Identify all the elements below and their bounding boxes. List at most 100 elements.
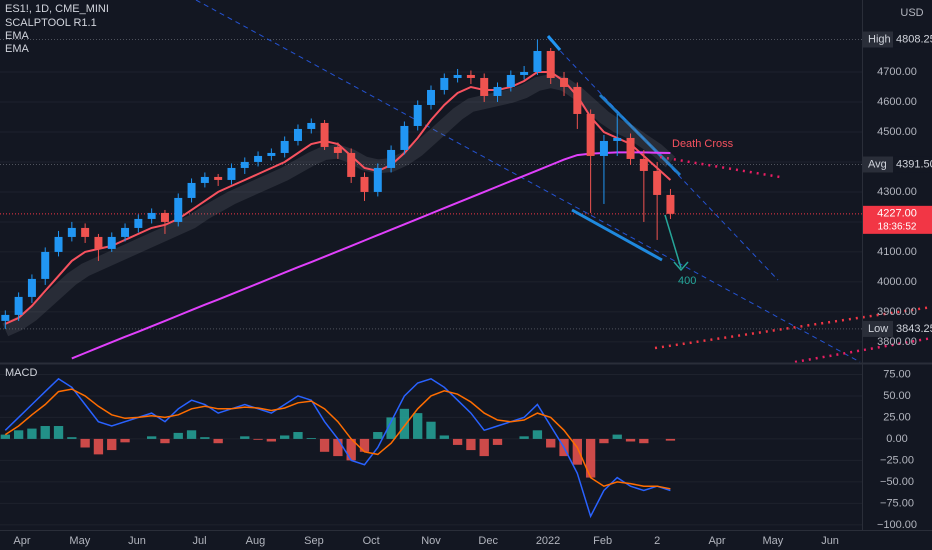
histogram-bar: [639, 438, 649, 444]
line-series: [4, 388, 671, 490]
histogram-bar: [413, 413, 423, 439]
y-tick-label: −50.00: [880, 476, 914, 488]
legend-symbol: ES1!, 1D, CME_MINI: [5, 3, 109, 15]
drawings: [195, 0, 932, 364]
candle-body: [427, 89, 435, 105]
dotted-line: [654, 305, 932, 350]
histogram-bar: [399, 408, 410, 439]
x-tick-label: Apr: [708, 535, 725, 547]
histogram-bar: [466, 438, 476, 451]
candle-body: [387, 149, 396, 168]
histogram-bar: [13, 430, 24, 439]
y-tick-label: 3800.00: [877, 336, 917, 348]
candle-body: [466, 74, 475, 78]
candle-body: [333, 146, 342, 153]
x-tick-label: Feb: [593, 535, 612, 547]
candle-body: [613, 137, 622, 141]
histogram-bar: [53, 426, 64, 439]
candle-body: [107, 236, 116, 249]
histogram-bar: [625, 438, 636, 442]
candle-body: [174, 197, 183, 222]
candle-body: [293, 128, 302, 141]
candle-body: [227, 167, 236, 180]
histogram-bar: [532, 430, 543, 439]
trend-line: [195, 0, 861, 363]
candle-body: [347, 152, 356, 177]
histogram-bar: [240, 436, 250, 439]
candle-body: [480, 77, 489, 96]
countdown: 18:36:52: [878, 221, 917, 232]
histogram-bar: [306, 438, 316, 439]
price-tag-name: High: [868, 33, 891, 45]
histogram-bar: [479, 438, 489, 457]
legend-indicator: EMA: [5, 30, 30, 42]
histogram-bar: [492, 438, 503, 445]
candle-body: [14, 296, 23, 315]
histogram-bar: [0, 434, 10, 439]
candle-body: [240, 161, 249, 168]
candle-body: [94, 236, 103, 249]
x-tick-label: Apr: [13, 535, 30, 547]
trend-segment: [546, 35, 562, 51]
arrow-head: [673, 261, 689, 272]
price-tag-name: Low: [868, 323, 888, 335]
x-tick-label: Jun: [128, 535, 146, 547]
candle-body: [453, 74, 462, 78]
y-tick-label: 4300.00: [877, 186, 917, 198]
currency: USD: [900, 7, 923, 19]
candle-body: [214, 176, 223, 180]
x-tick-label: Aug: [246, 535, 266, 547]
x-tick-label: Sep: [304, 535, 324, 547]
candle-body: [81, 227, 90, 237]
candle-body: [254, 155, 263, 162]
x-tick-label: Oct: [363, 535, 380, 547]
candle-body: [373, 167, 382, 192]
candle-body: [41, 251, 50, 279]
trend-segment: [571, 208, 663, 262]
plot: [0, 39, 676, 519]
y-tick-label: 4000.00: [877, 276, 917, 288]
histogram-bar: [107, 438, 117, 451]
y-tick-label: 25.00: [883, 411, 911, 423]
x-tick-label: Nov: [421, 535, 441, 547]
y-tick-label: −25.00: [880, 454, 914, 466]
histogram-bar: [665, 438, 676, 441]
candle-body: [546, 50, 555, 78]
histogram-bar: [27, 428, 37, 439]
legend-indicator: SCALPTOOL R1.1: [5, 17, 97, 29]
price-tag: [863, 156, 893, 173]
y-tick-label: 4700.00: [877, 66, 917, 78]
histogram-bar: [266, 438, 277, 442]
histogram-bar: [213, 438, 223, 444]
candle-body: [599, 140, 608, 156]
price-tag-value: 3843.25: [896, 323, 932, 335]
histogram-bar: [612, 434, 622, 439]
candle-body: [27, 278, 36, 297]
candle-body: [200, 176, 209, 183]
x-tick-label: 2: [654, 535, 660, 547]
histogram-bar: [80, 438, 90, 448]
candle-body: [506, 74, 515, 87]
histogram-bar: [386, 417, 396, 439]
histogram-bar: [599, 438, 609, 444]
price-tag-name: Avg: [868, 158, 887, 170]
histogram-bar: [67, 437, 77, 439]
candle-body: [280, 140, 289, 153]
histogram-bar: [452, 438, 463, 445]
candle-body: [440, 77, 449, 90]
x-tick-label: May: [69, 535, 90, 547]
candle-body: [1, 314, 10, 321]
histogram-bar: [293, 432, 303, 439]
y-tick-label: 75.00: [883, 368, 911, 380]
y-tick-label: −100.00: [877, 519, 917, 531]
histogram-bar: [333, 438, 343, 457]
histogram-bar: [253, 438, 263, 440]
candle-body: [653, 170, 662, 195]
last-price-label: 4227.00: [877, 208, 917, 220]
macd-title: MACD: [5, 367, 37, 379]
candle-body: [360, 176, 369, 192]
histogram-bar: [546, 438, 556, 448]
last-price-box: [863, 205, 932, 234]
